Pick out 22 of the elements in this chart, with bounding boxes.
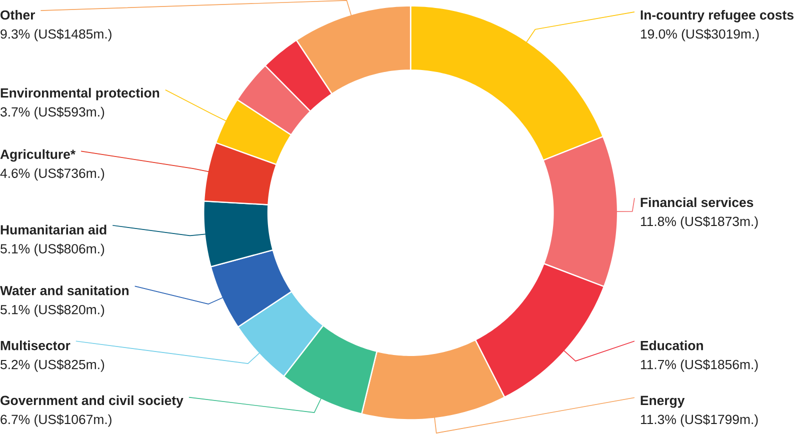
- data-label: 11.8% (US$1873m.): [640, 216, 758, 229]
- slice-label: Financial services: [640, 198, 754, 208]
- slice-label: Environmental protection: [0, 88, 160, 100]
- slice-label: Agriculture*: [0, 150, 76, 162]
- slice-label: Water and sanitation: [0, 286, 129, 296]
- data-label: 5.1% (US$806m.): [0, 244, 104, 256]
- data-label: 6.7% (US$1067m.): [0, 414, 112, 427]
- slice-label: Energy: [640, 396, 685, 408]
- data-label: 5.2% (US$825m.): [0, 360, 104, 372]
- slice-label: Government and civil society: [0, 396, 184, 408]
- data-label: 9.3% (US$1485m.): [0, 29, 112, 42]
- data-label: 11.7% (US$1856m.): [640, 360, 758, 372]
- data-label: 19.0% (US$3019m.): [640, 29, 759, 42]
- data-label: 5.1% (US$820m.): [0, 304, 104, 318]
- slice-label: Education: [640, 340, 703, 350]
- slice-label: Other: [0, 10, 36, 20]
- data-label: 4.6% (US$736m.): [0, 168, 104, 181]
- data-label: 3.7% (US$593m.): [0, 106, 104, 120]
- slice-label: In-country refugee costs: [640, 10, 794, 23]
- slice-label: Multisector: [0, 340, 70, 350]
- slice-label: Humanitarian aid: [0, 225, 106, 235]
- data-label: 11.3% (US$1799m.): [640, 414, 758, 427]
